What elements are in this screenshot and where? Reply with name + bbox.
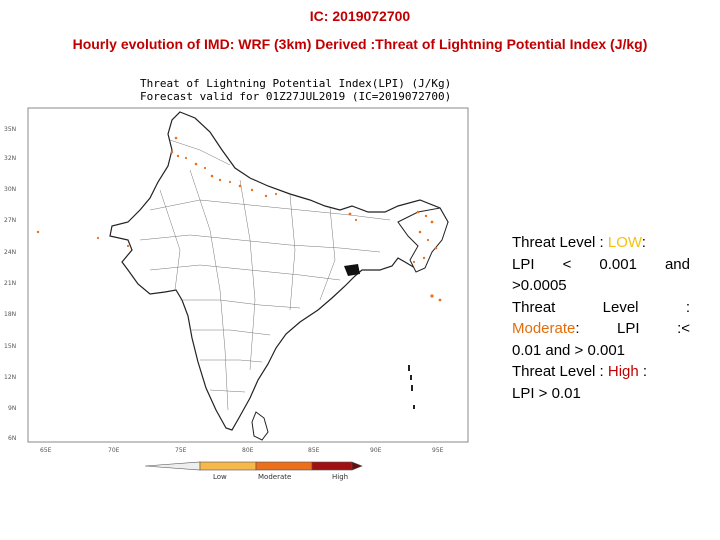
colorbar-high xyxy=(311,461,353,471)
lat-label: 21N xyxy=(4,280,16,287)
district-boundaries xyxy=(139,139,391,411)
colorbar-label-high: High xyxy=(332,473,348,481)
lon-label: 65E xyxy=(40,447,52,454)
legend-line-8: LPI > 0.01 xyxy=(512,384,581,402)
colorbar-head xyxy=(351,461,363,471)
threat-legend: Threat Level : LOW: LPI < 0.001 and >0.0… xyxy=(512,232,690,404)
lat-label: 24N xyxy=(4,249,16,256)
lon-label: 90E xyxy=(370,447,382,454)
colorbar-moderate xyxy=(255,461,313,471)
legend-line-1: Threat Level : LOW: xyxy=(512,234,646,251)
colorbar-low xyxy=(199,461,257,471)
level-low: LOW xyxy=(607,234,642,251)
legend-line-3: >0.0005 xyxy=(512,277,567,294)
plot-title-line2: Forecast valid for 01Z27JUL2019 (IC=2019… xyxy=(140,90,452,103)
lpi-map: 35N 32N 30N 27N 24N 21N 18N 15N 12N 9N 6… xyxy=(4,107,469,481)
lat-label: 12N xyxy=(4,374,16,381)
lat-labels: 35N 32N 30N 27N 24N 21N 18N 15N 12N 9N 6… xyxy=(4,126,16,442)
legend-line-4: Threat Level : xyxy=(512,298,690,316)
page-title: Hourly evolution of IMD: WRF (3km) Deriv… xyxy=(72,36,648,52)
legend-line-2: LPI < 0.001 and xyxy=(512,255,690,273)
lat-label: 6N xyxy=(8,435,16,442)
sri-lanka-outline xyxy=(251,411,269,441)
colorbar: Low Moderate High xyxy=(144,461,363,481)
legend-line-7: Threat Level : High : xyxy=(512,363,648,380)
level-moderate: Moderate xyxy=(512,320,576,337)
lat-label: 15N xyxy=(4,343,16,350)
lat-label: 35N xyxy=(4,126,16,133)
colorbar-label-moderate: Moderate xyxy=(258,473,291,481)
ic-title: IC: 2019072700 xyxy=(309,8,411,24)
lat-label: 9N xyxy=(8,405,16,412)
high-threat-patch xyxy=(344,264,360,276)
lat-label: 18N xyxy=(4,311,16,318)
lon-label: 80E xyxy=(242,447,254,454)
lat-label: 30N xyxy=(4,186,16,193)
lon-label: 75E xyxy=(175,447,187,454)
lon-label: 85E xyxy=(308,447,320,454)
lon-labels: 65E 70E 75E 80E 85E 90E 95E xyxy=(40,447,444,454)
andaman-islands xyxy=(408,365,415,409)
lat-label: 27N xyxy=(4,217,16,224)
india-outline xyxy=(109,111,449,431)
lon-label: 70E xyxy=(108,447,120,454)
plot-title-line1: Threat of Lightning Potential Index(LPI)… xyxy=(140,77,452,90)
colorbar-tail xyxy=(144,461,201,471)
lon-label: 95E xyxy=(432,447,444,454)
northeast-outline xyxy=(397,207,449,273)
legend-line-6: 0.01 and > 0.001 xyxy=(512,341,626,359)
legend-line-5: Moderate: LPI :< xyxy=(512,320,690,337)
level-high: High xyxy=(607,363,639,380)
lat-label: 32N xyxy=(4,155,16,162)
colorbar-label-low: Low xyxy=(213,473,227,481)
map-plot-header: Threat of Lightning Potential Index(LPI)… xyxy=(140,77,451,103)
lpi-scatter xyxy=(36,136,442,302)
